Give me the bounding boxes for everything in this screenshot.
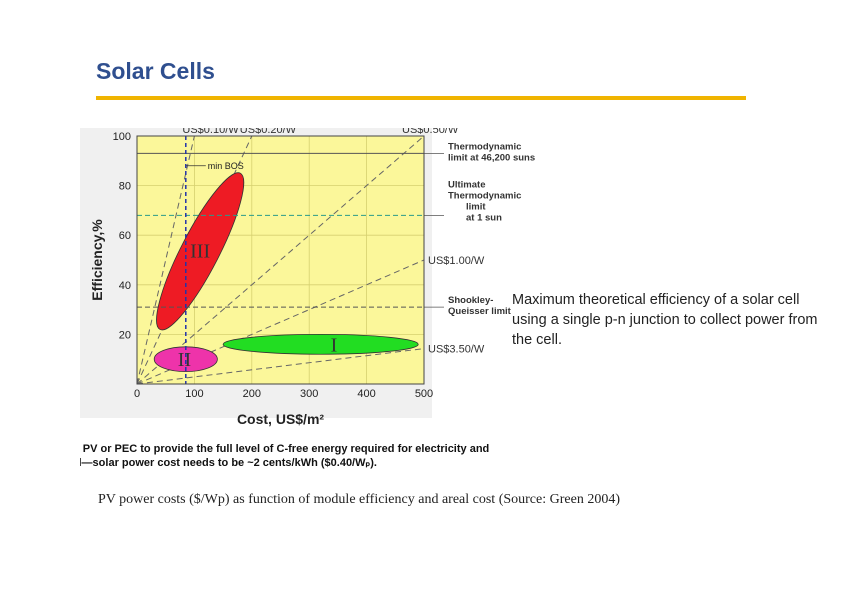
y-tick-label: 40 bbox=[119, 280, 131, 292]
x-tick-label: 0 bbox=[134, 388, 140, 400]
y-tick-label: 80 bbox=[119, 181, 131, 193]
region-gen3-ellipse bbox=[156, 172, 245, 331]
slide-title: Solar Cells bbox=[96, 58, 215, 84]
y-tick-label: 60 bbox=[119, 230, 131, 242]
region-gen2-label: II bbox=[178, 349, 191, 371]
cost-line bbox=[137, 348, 424, 384]
cost-line bbox=[137, 136, 253, 384]
min-bos-label: min BOS bbox=[208, 161, 244, 171]
region-gen1-ellipse bbox=[222, 334, 419, 355]
y-tick-label: 20 bbox=[119, 329, 131, 341]
plot-frame bbox=[136, 135, 425, 385]
y-tick-label: 100 bbox=[113, 131, 131, 143]
region-gen3-label: III bbox=[190, 240, 210, 262]
cost-line-label: US$1.00/W bbox=[428, 255, 485, 267]
efficiency-cost-chart: US$0.10/W US$0.20/W US$0.50/W US$1.00/W US$3… bbox=[80, 128, 535, 469]
cost-line-label: US$0.20/W bbox=[240, 128, 297, 136]
explanatory-note: Maximum theoretical efficiency of a sola… bbox=[512, 292, 818, 348]
x-tick-label: 100 bbox=[185, 388, 203, 400]
cost-line-label: US$0.50/W bbox=[402, 128, 459, 136]
x-tick-label: 400 bbox=[357, 388, 375, 400]
y-axis-title: Efficiency,% bbox=[89, 219, 105, 301]
cost-line-label: US$0.10/W bbox=[182, 128, 239, 136]
title-rule bbox=[96, 96, 746, 100]
limit-label: Thermodynamic limit at 46,200 suns bbox=[448, 141, 535, 163]
chart-annotation: For PV or PEC to provide the full level … bbox=[80, 443, 489, 469]
figure-caption: PV power costs ($/Wp) as function of mod… bbox=[98, 492, 620, 507]
x-tick-label: 300 bbox=[300, 388, 318, 400]
cost-line bbox=[137, 136, 424, 384]
x-tick-label: 500 bbox=[415, 388, 433, 400]
cost-line bbox=[137, 136, 195, 384]
limit-label: Ultimate Thermodynamic limit at 1 sun bbox=[448, 179, 521, 223]
x-axis-title: Cost, US$/m² bbox=[237, 411, 324, 427]
limit-label: Shookley-Queisser limit bbox=[448, 295, 512, 317]
x-tick-label: 200 bbox=[243, 388, 261, 400]
cost-line-label: US$3.50/W bbox=[428, 344, 485, 356]
region-gen1-label: I bbox=[331, 334, 338, 356]
